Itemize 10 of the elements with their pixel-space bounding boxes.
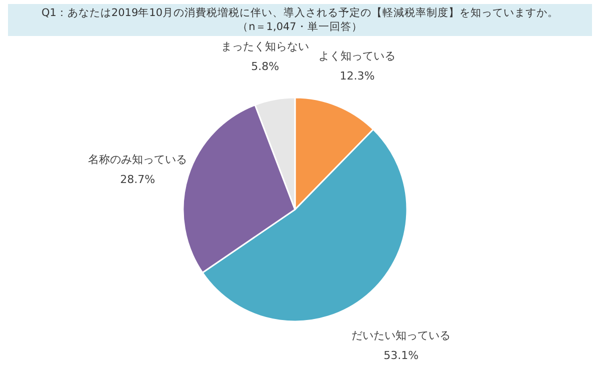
slice-label: だいたい知っている bbox=[352, 328, 451, 342]
chart-subtitle: （n＝1,047・単一回答） bbox=[236, 20, 364, 34]
slice-label: よく知っている bbox=[318, 50, 396, 63]
slice-label: まったく知らない bbox=[221, 40, 310, 54]
chart-title: Q1：あなたは2019年10月の消費税増税に伴い、導入される予定の【軽減税率制度】を知っていますか。 bbox=[40, 6, 560, 20]
slice-label: 名称のみ知っている bbox=[88, 153, 188, 166]
data-label: 12.3% bbox=[340, 70, 375, 83]
data-label: 53.1% bbox=[384, 348, 419, 362]
data-label: 28.7% bbox=[120, 173, 156, 186]
data-label: 5.8% bbox=[251, 60, 280, 74]
